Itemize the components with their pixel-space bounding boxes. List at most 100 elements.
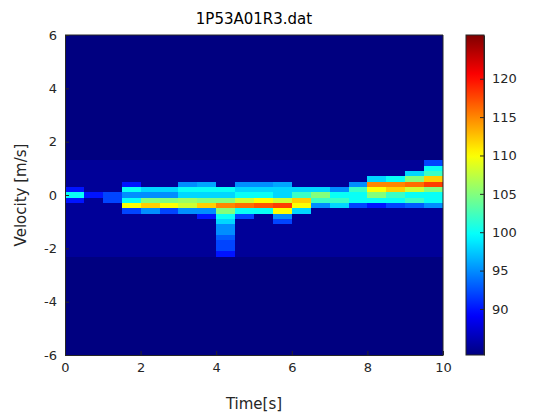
heatmap-cell: [122, 176, 141, 182]
heatmap-cell: [216, 208, 235, 214]
heatmap-cell: [311, 251, 330, 257]
heatmap-cell: [367, 235, 386, 241]
heatmap-cell: [160, 192, 179, 198]
heatmap-cell: [235, 208, 254, 214]
tick-mark: [65, 248, 69, 249]
heatmap-cell: [330, 171, 349, 177]
heatmap-cell: [197, 246, 216, 252]
heatmap-cell: [349, 182, 368, 188]
heatmap-cell: [424, 198, 443, 204]
heatmap-cell: [216, 187, 235, 193]
x-axis: 0246810: [61, 351, 451, 375]
heatmap-cell: [349, 219, 368, 225]
heatmap-cell: [292, 166, 311, 172]
heatmap-cell: [424, 203, 443, 209]
heatmap-cell: [273, 182, 292, 188]
heatmap-cell: [386, 160, 405, 166]
heatmap-cell: [273, 246, 292, 252]
heatmap-cell: [330, 187, 349, 193]
heatmap-cell: [84, 208, 103, 214]
tick-label: 8: [364, 360, 372, 375]
heatmap-cell: [367, 176, 386, 182]
heatmap-cell: [235, 224, 254, 230]
heatmap-cell: [424, 235, 443, 241]
heatmap-cell: [216, 240, 235, 246]
heatmap-cell: [292, 214, 311, 220]
heatmap-cell: [178, 160, 197, 166]
heatmap-cell: [122, 171, 141, 177]
heatmap-cell: [103, 214, 122, 220]
heatmap-cell: [367, 203, 386, 209]
heatmap-cell: [235, 160, 254, 166]
heatmap-cell: [197, 235, 216, 241]
heatmap-cell: [311, 160, 330, 166]
heatmap-cell: [349, 230, 368, 236]
heatmap-cell: [367, 192, 386, 198]
heatmap-cell: [122, 166, 141, 172]
heatmap-cell: [103, 230, 122, 236]
heatmap-cell: [84, 182, 103, 188]
heatmap-cell: [292, 192, 311, 198]
heatmap-cell: [349, 198, 368, 204]
tick: 4: [213, 351, 221, 375]
tick-mark: [65, 355, 69, 356]
heatmap-cell: [122, 240, 141, 246]
tick-mark: [65, 195, 69, 196]
heatmap-cell: [330, 203, 349, 209]
heatmap-cell: [292, 187, 311, 193]
heatmap-cell: [311, 166, 330, 172]
heatmap-cell: [292, 198, 311, 204]
heatmap-cell: [273, 251, 292, 257]
heatmap-cell: [103, 166, 122, 172]
heatmap-cell: [330, 224, 349, 230]
heatmap-cell: [141, 246, 160, 252]
tick: 6: [288, 351, 296, 375]
heatmap-cell: [122, 224, 141, 230]
heatmap-cell: [103, 208, 122, 214]
heatmap-cell: [235, 235, 254, 241]
heatmap-cell: [235, 219, 254, 225]
tick: 120: [480, 71, 517, 86]
heatmap-cell: [65, 214, 84, 220]
heatmap-cell: [178, 224, 197, 230]
tick: 2: [49, 134, 69, 149]
heatmap-cell: [65, 219, 84, 225]
heatmap-cell: [122, 235, 141, 241]
tick-label: 0: [61, 360, 69, 375]
heatmap-cell: [367, 240, 386, 246]
heatmap-cell: [273, 224, 292, 230]
heatmap-cell: [103, 192, 122, 198]
heatmap-cell: [84, 235, 103, 241]
tick-mark: [65, 88, 69, 89]
tick-mark: [65, 35, 69, 36]
heatmap-cell: [235, 230, 254, 236]
heatmap-cell: [386, 219, 405, 225]
heatmap-cell: [292, 160, 311, 166]
heatmap-cell: [65, 198, 84, 204]
tick: 6: [49, 28, 69, 43]
heatmap-cell: [330, 214, 349, 220]
heatmap-cell: [160, 219, 179, 225]
heatmap-cell: [254, 203, 273, 209]
heatmap-cell: [160, 214, 179, 220]
heatmap-cell: [103, 198, 122, 204]
heatmap-cell: [160, 160, 179, 166]
heatmap-cell: [235, 171, 254, 177]
heatmap-cell: [216, 160, 235, 166]
heatmap-cell: [122, 203, 141, 209]
heatmap-cell: [311, 246, 330, 252]
heatmap-cell: [197, 219, 216, 225]
tick-mark: [480, 79, 484, 80]
heatmap-cell: [386, 187, 405, 193]
heatmap-cell: [292, 230, 311, 236]
heatmap-cell: [330, 230, 349, 236]
heatmap-cell: [405, 230, 424, 236]
heatmap-cell: [405, 224, 424, 230]
heatmap-cell: [405, 171, 424, 177]
heatmap-cell: [367, 246, 386, 252]
heatmap-cell: [254, 230, 273, 236]
heatmap-cell: [65, 171, 84, 177]
heatmap-cell: [254, 251, 273, 257]
heatmap-cell: [386, 203, 405, 209]
heatmap-cell: [197, 187, 216, 193]
